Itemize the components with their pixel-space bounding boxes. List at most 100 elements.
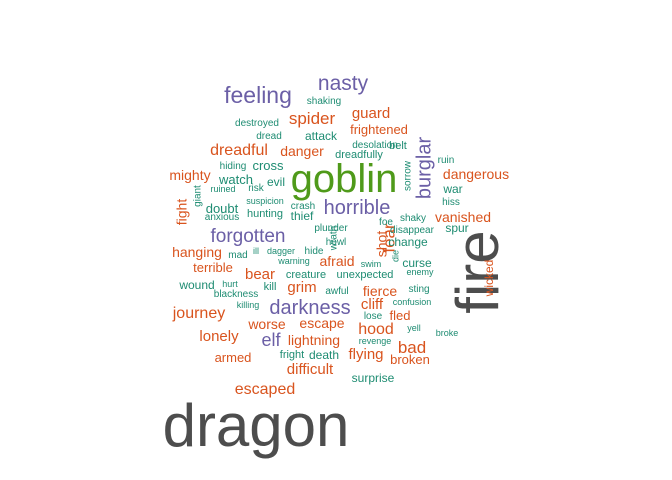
word-confusion: confusion [393, 297, 432, 307]
word-blackness: blackness [214, 289, 258, 300]
word-broken: broken [390, 352, 430, 367]
word-kill: kill [264, 281, 277, 293]
word-ill: ill [253, 246, 259, 256]
word-giant: giant [193, 185, 204, 207]
word-hood: hood [358, 321, 394, 338]
word-desolation: desolation [352, 140, 398, 151]
word-suspicion: suspicion [246, 196, 284, 206]
word-war: war [442, 182, 462, 196]
word-dreadful: dreadful [210, 142, 268, 159]
word-dreadfully: dreadfully [335, 149, 383, 161]
word-escaped: escaped [235, 381, 296, 398]
word-dread: dread [256, 131, 282, 142]
word-thief: thief [291, 209, 314, 223]
word-forgotten: forgotten [211, 226, 286, 247]
word-fright: fright [280, 349, 304, 361]
word-bear: bear [245, 266, 275, 283]
word-difficult: difficult [287, 361, 334, 378]
word-worse: worse [247, 316, 286, 332]
word-afraid: afraid [319, 253, 354, 269]
word-change: change [388, 235, 428, 249]
word-hunting: hunting [247, 208, 283, 220]
word-anxious: anxious [205, 212, 239, 223]
word-horrible: horrible [324, 197, 391, 219]
word-hiding: hiding [220, 161, 247, 172]
word-death: death [309, 348, 339, 362]
word-hiss: hiss [442, 197, 460, 208]
word-sorrow: sorrow [403, 160, 414, 191]
word-lonely: lonely [199, 328, 239, 345]
word-yell: yell [407, 323, 421, 333]
word-creature: creature [286, 269, 326, 281]
word-wicked: wicked [482, 260, 496, 298]
word-evil: evil [267, 175, 285, 189]
word-risk: risk [248, 183, 265, 194]
word-surprise: surprise [352, 371, 395, 385]
word-dragon: dragon [163, 392, 350, 459]
word-belt: belt [389, 140, 407, 152]
word-flying: flying [348, 346, 383, 363]
word-awful: awful [325, 286, 348, 297]
word-howl: howl [326, 237, 347, 248]
word-broke: broke [436, 328, 459, 338]
word-fierce: fierce [363, 283, 397, 299]
word-doubt: doubt [206, 201, 239, 216]
word-attack: attack [305, 129, 338, 143]
word-curse: curse [402, 256, 432, 270]
word-dagger: dagger [267, 246, 295, 256]
word-crash: crash [291, 201, 315, 212]
word-shaky: shaky [400, 213, 426, 224]
word-armed: armed [215, 350, 252, 365]
word-revenge: revenge [359, 336, 392, 346]
word-escape: escape [299, 315, 344, 331]
word-vanished: vanished [435, 209, 491, 225]
word-warning: warning [277, 256, 310, 266]
word-mad: mad [228, 250, 247, 261]
word-killing: killing [237, 300, 260, 310]
word-fire: fire [444, 230, 511, 313]
word-frightened: frightened [350, 122, 408, 137]
word-plunder: plunder [314, 223, 348, 234]
word-guard: guard [352, 105, 390, 122]
word-fight: fight [174, 199, 190, 226]
word-die: die [390, 250, 400, 262]
word-goblin: goblin [291, 157, 398, 201]
word-hurt: hurt [222, 279, 238, 289]
word-ruin: ruin [438, 155, 455, 166]
word-cross: cross [252, 158, 284, 173]
word-bad: bad [398, 338, 426, 357]
word-fled: fled [390, 308, 411, 323]
word-spider: spider [289, 109, 336, 128]
word-cliff: cliff [361, 296, 384, 313]
word-mighty: mighty [169, 167, 210, 183]
word-hanging: hanging [172, 244, 222, 260]
word-terrible: terrible [193, 260, 233, 275]
word-unexpected: unexpected [337, 269, 394, 281]
word-destroyed: destroyed [235, 118, 279, 129]
word-feeling: feeling [224, 82, 292, 108]
word-hide: hide [305, 246, 324, 257]
word-danger: danger [280, 143, 324, 159]
word-burglar: burglar [413, 137, 435, 200]
word-enemy: enemy [406, 267, 434, 277]
word-watch: watch [218, 172, 253, 187]
word-lightning: lightning [288, 332, 340, 348]
word-ruined: ruined [210, 184, 235, 194]
word-lose: lose [364, 311, 383, 322]
word-foe: foe [379, 217, 393, 228]
word-sting: sting [408, 284, 429, 295]
word-wrath: wrath [329, 226, 340, 251]
word-fear: fear [379, 223, 398, 253]
word-disappear: disappear [390, 225, 435, 236]
word-swim: swim [361, 259, 382, 269]
word-wound: wound [178, 278, 214, 292]
word-nasty: nasty [318, 72, 369, 95]
word-elf: elf [261, 330, 281, 350]
word-grim: grim [287, 279, 316, 296]
word-journey: journey [172, 305, 225, 322]
word-spur: spur [445, 221, 468, 235]
word-shot: shot [374, 231, 390, 258]
word-dangerous: dangerous [443, 166, 509, 182]
word-shaking: shaking [307, 96, 341, 107]
